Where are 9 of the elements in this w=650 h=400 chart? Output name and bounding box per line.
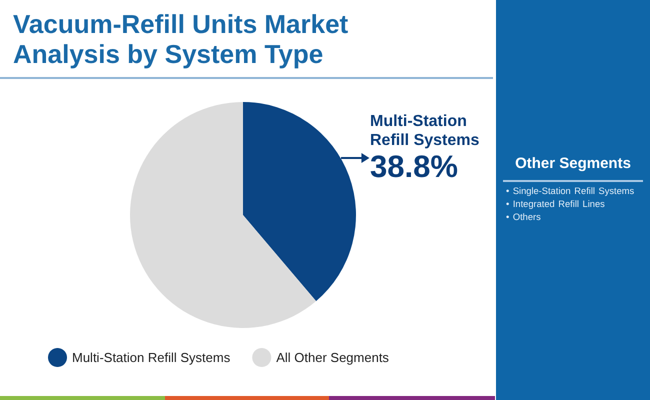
text: Other Segments (514, 154, 632, 174)
legend-label: Multi-Station Refill Systems (72, 350, 231, 365)
text: • Others (506, 211, 542, 224)
data-label: 38.8% (370, 149, 459, 184)
slice-label: Multi-Station Refill Systems (370, 112, 480, 150)
legend-label: All Other Segments (276, 350, 390, 365)
text: • Integrated Refill Lines (506, 198, 606, 212)
text: • Single-Station Refill Systems (506, 185, 634, 198)
chart-title: Vacuum-Refill Units Market Analysis by System Type (13, 9, 350, 69)
